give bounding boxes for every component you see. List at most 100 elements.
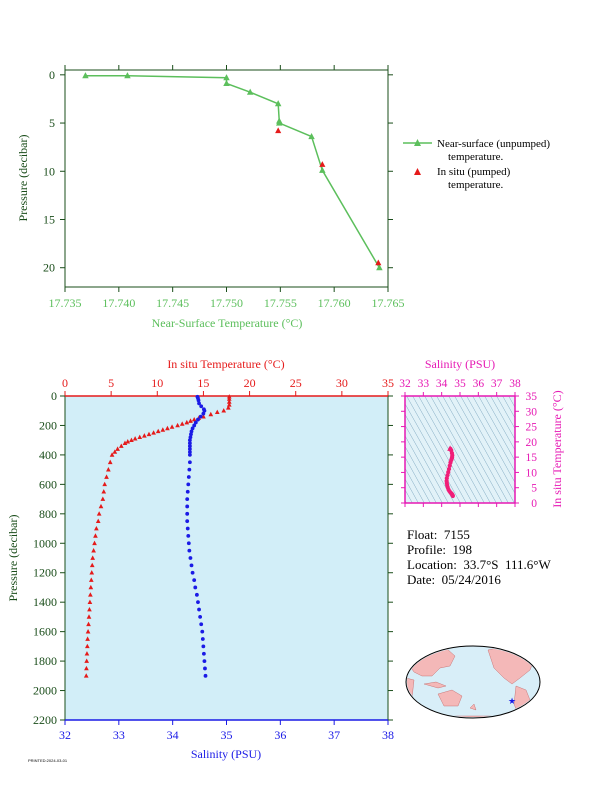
temperature-point: [179, 421, 185, 426]
density-contour-line: [405, 403, 461, 503]
temperature-point: [137, 434, 143, 440]
near-surface-markers: [82, 72, 383, 271]
salinity-point: [189, 429, 194, 434]
density-contour-line: [405, 435, 443, 503]
temperature-point: [132, 436, 138, 441]
near-surface-x-tick-label: 17.740: [102, 296, 135, 310]
salinity-profile: [185, 394, 208, 678]
temperature-point: [88, 584, 94, 590]
density-contour-line: [472, 396, 515, 473]
float-location: Location: 33.7°S 111.6°W: [407, 557, 551, 572]
near-surface-x-ticks: 17.735 17.740 17.745 17.750 17.755 17.760 17.7…: [49, 65, 405, 310]
pressure-tick-label: 400: [39, 448, 57, 462]
salinity-point: [199, 622, 204, 627]
temperature-tick-label: 30: [336, 376, 348, 390]
near-surface-x-tick-label: 17.750: [210, 296, 243, 310]
temperature-tick-label: 10: [151, 376, 163, 390]
temperature-point: [84, 651, 90, 656]
salinity-point: [185, 489, 190, 494]
temperature-point: [92, 540, 97, 546]
ts-y-tick-label: 30: [526, 406, 538, 418]
temperature-point: [85, 636, 90, 641]
temperature-point: [91, 548, 96, 553]
legend-red-marker: [414, 168, 421, 175]
ts-point: [446, 466, 452, 472]
salinity-point: [200, 637, 205, 641]
ts-y-tick-label: 0: [531, 498, 537, 510]
ts-density-contours: [405, 396, 515, 503]
density-contour-line: [405, 478, 419, 503]
salinity-point: [185, 511, 190, 516]
temperature-point: [86, 614, 92, 619]
salinity-point: [187, 548, 192, 553]
density-contour-line: [430, 396, 491, 503]
temperature-point: [112, 449, 118, 454]
legend: [403, 139, 432, 175]
density-contour-line: [496, 396, 515, 430]
pressure-tick-label: 2000: [33, 684, 57, 698]
salinity-point: [202, 408, 207, 413]
temperature-point: [95, 518, 101, 524]
salinity-point: [188, 556, 193, 560]
pressure-tick-label: 600: [39, 477, 57, 491]
ts-salinity-ticks: 32 33 34 35 36 37 38: [399, 378, 521, 507]
location-map: ★: [405, 645, 541, 719]
temperature-tick-label: 15: [197, 376, 209, 390]
pressure-tick-label: 1400: [33, 595, 57, 609]
temperature-point: [87, 599, 93, 605]
temperature-point: [226, 399, 232, 404]
salinity-point: [197, 607, 201, 612]
density-contour-line: [460, 396, 515, 494]
temperature-axis-ticks: 0 5 10 15 20 25 30 35: [62, 376, 394, 396]
salinity-point: [187, 453, 192, 457]
density-contour-line: [478, 396, 515, 462]
salinity-point: [201, 651, 206, 656]
salinity-point: [190, 570, 195, 575]
salinity-point: [190, 426, 195, 431]
ts-x-title: Salinity (PSU): [425, 357, 495, 371]
near-surface-point: [124, 72, 131, 79]
salinity-point: [203, 666, 207, 671]
salinity-point: [198, 414, 203, 419]
salinity-tick-label: 36: [274, 728, 286, 742]
salinity-point: [203, 673, 208, 678]
temperature-point: [122, 440, 128, 445]
temperature-point: [93, 533, 98, 538]
salinity-point: [186, 534, 191, 538]
temperature-point: [107, 459, 113, 465]
temperature-point: [226, 402, 232, 407]
density-contour-line: [508, 396, 515, 408]
ts-y-tick-label: 25: [526, 422, 538, 434]
temperature-point: [226, 405, 231, 410]
profile-plot-area: [64, 395, 389, 721]
temperature-point: [165, 425, 170, 431]
temperature-point: [125, 439, 131, 444]
temperature-point: [160, 427, 166, 432]
temperature-point: [109, 452, 115, 457]
profile-panel: 0 5 10 15 20 25 30 35 32 33 34 35 36 37 38 0 200 400 600…: [6, 357, 394, 761]
near-surface-point: [308, 132, 315, 140]
salinity-point: [196, 600, 200, 605]
ts-x-tick-label: 34: [436, 378, 448, 390]
in-situ-markers: [275, 127, 382, 266]
profile-number: Profile: 198: [407, 542, 472, 557]
near-surface-point: [223, 74, 230, 81]
legend-near-surface-line2: temperature.: [448, 151, 504, 163]
pressure-axis-ticks: 0 200 400 600 800 1000 1200 1400 1600 1800 2000 220…: [33, 389, 393, 727]
temperature-point: [102, 481, 108, 487]
density-contour-line: [424, 396, 485, 503]
map-land-australia: [437, 689, 463, 707]
temperature-tick-label: 0: [62, 376, 68, 390]
ts-surface-point: [447, 445, 453, 451]
salinity-point: [185, 519, 190, 524]
salinity-tick-label: 37: [328, 728, 340, 742]
pressure-tick-label: 2200: [33, 713, 57, 727]
temperature-point: [191, 416, 197, 422]
in-situ-point: [319, 161, 326, 167]
salinity-point: [201, 644, 206, 649]
footer-stamp: PRINTED:2024-03-01: [28, 758, 68, 763]
temperature-profile: [83, 394, 232, 678]
temperature-point: [106, 467, 111, 472]
pressure-tick-label: 1600: [33, 625, 57, 639]
in-situ-point: [375, 259, 382, 266]
